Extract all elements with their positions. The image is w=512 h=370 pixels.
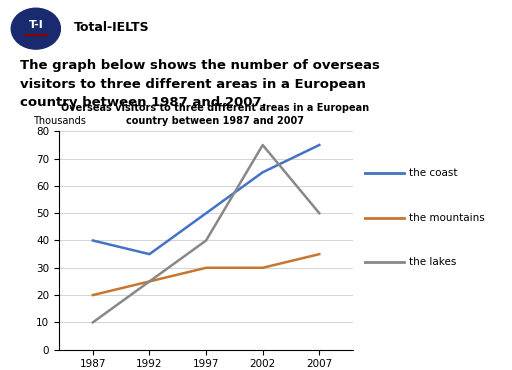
Text: country between 1987 and 2007.: country between 1987 and 2007. xyxy=(20,96,267,109)
Text: the mountains: the mountains xyxy=(410,212,485,223)
Circle shape xyxy=(11,8,60,49)
Text: The graph below shows the number of overseas: The graph below shows the number of over… xyxy=(20,59,380,72)
Text: Thousands: Thousands xyxy=(33,116,86,126)
Text: Total-IELTS: Total-IELTS xyxy=(74,21,150,34)
Text: the lakes: the lakes xyxy=(410,257,457,267)
Text: country between 1987 and 2007: country between 1987 and 2007 xyxy=(126,116,304,126)
Text: visitors to three different areas in a European: visitors to three different areas in a E… xyxy=(20,78,367,91)
Text: T-I: T-I xyxy=(29,20,43,30)
Text: Overseas visitors to three different areas in a European: Overseas visitors to three different are… xyxy=(61,103,369,113)
Text: the coast: the coast xyxy=(410,168,458,178)
